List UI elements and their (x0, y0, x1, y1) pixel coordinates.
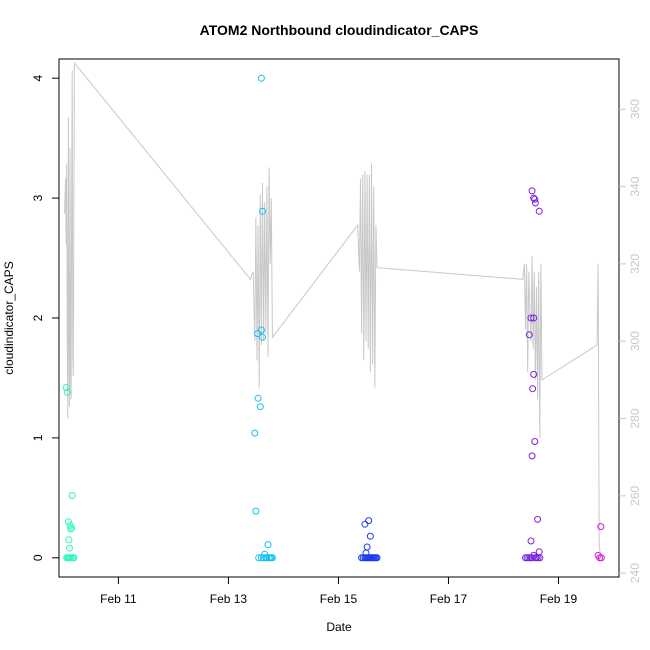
data-point (525, 331, 533, 339)
y2-tick-label: 340 (628, 176, 642, 196)
y-tick-label: 0 (31, 554, 45, 561)
data-point (531, 195, 539, 203)
x-axis: Feb 11 Feb 13 Feb 15 Feb 17 Feb 19 (100, 577, 577, 606)
x-axis-label: Date (326, 620, 352, 634)
data-point (534, 515, 542, 523)
secondary-series-line (64, 61, 601, 554)
data-point (361, 520, 369, 528)
y2-tick-label: 240 (628, 563, 642, 583)
data-point (259, 333, 266, 341)
data-points-layer (62, 74, 605, 562)
data-point (528, 452, 536, 460)
y2-tick-label: 360 (628, 99, 642, 119)
data-point (70, 554, 78, 562)
data-point (254, 394, 262, 402)
data-point (363, 543, 371, 551)
data-point (527, 314, 535, 322)
x-tick-label: Feb 11 (100, 592, 137, 606)
data-point (257, 326, 265, 334)
data-point (268, 554, 276, 562)
y2-tick-label: 320 (628, 254, 642, 274)
data-point (365, 517, 373, 525)
chart-title: ATOM2 Northbound cloudindicator_CAPS (200, 22, 479, 38)
data-point (528, 187, 536, 195)
data-point (63, 388, 71, 396)
data-point (67, 525, 75, 533)
data-point (527, 537, 535, 545)
data-point (65, 536, 73, 544)
data-point (68, 492, 76, 499)
secondary-series-layer (64, 61, 601, 554)
data-point (597, 523, 605, 531)
y-tick-label: 3 (31, 194, 45, 201)
data-point (256, 403, 264, 411)
data-point (535, 207, 543, 215)
data-point (366, 532, 374, 540)
y2-tick-label: 300 (628, 331, 642, 351)
data-point (529, 385, 537, 393)
data-point (530, 194, 538, 202)
data-point (530, 370, 538, 378)
data-point (68, 524, 76, 532)
data-point (530, 314, 538, 322)
data-point (257, 74, 265, 82)
data-point (252, 507, 260, 515)
data-point (531, 199, 539, 207)
data-point (66, 544, 73, 552)
data-point (264, 541, 272, 549)
x-tick-label: Feb 19 (540, 592, 578, 606)
y2-tick-label: 260 (628, 485, 642, 505)
x-tick-label: Feb 17 (430, 592, 468, 606)
x-tick-label: Feb 13 (210, 592, 248, 606)
secondary-y-axis: 240 260 280 300 320 340 360 (619, 99, 642, 583)
data-point (62, 384, 70, 391)
y2-tick-label: 280 (628, 408, 642, 428)
data-point (255, 554, 263, 562)
data-point (536, 554, 544, 562)
data-point (373, 554, 381, 562)
data-point (254, 330, 262, 338)
data-point (64, 518, 72, 526)
data-point (597, 554, 605, 562)
data-point (531, 438, 539, 445)
x-tick-label: Feb 15 (320, 592, 358, 606)
y-axis: 0 1 2 3 4 (31, 75, 59, 561)
y-tick-label: 1 (31, 434, 45, 441)
data-point (259, 207, 266, 215)
data-point (535, 548, 543, 556)
y-tick-label: 2 (31, 314, 45, 321)
data-point (251, 429, 259, 437)
y-axis-label: cloudindicator_CAPS (2, 261, 16, 374)
y-tick-label: 4 (31, 75, 45, 82)
